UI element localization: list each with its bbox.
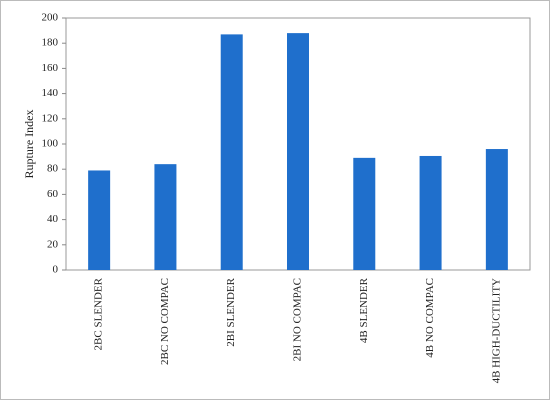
y-tick-label: 100 <box>42 138 59 150</box>
x-tick-label: 2BI SLENDER <box>225 277 237 346</box>
x-tick-label: 4B NO COMPAC <box>424 278 436 358</box>
bar <box>220 34 243 270</box>
y-tick-label: 80 <box>47 163 59 175</box>
x-tick-label: 2BC SLENDER <box>93 277 105 350</box>
y-tick-label: 120 <box>42 112 59 124</box>
bar <box>154 164 177 270</box>
y-tick-label: 60 <box>47 188 59 200</box>
y-tick-label: 200 <box>42 12 59 24</box>
y-tick-label: 160 <box>42 62 59 74</box>
y-tick-label: 20 <box>47 238 59 250</box>
x-tick-label: 4B HIGH-DUCTILITY <box>490 278 502 383</box>
y-tick-label: 40 <box>47 213 59 225</box>
y-tick-label: 180 <box>42 37 59 49</box>
bar <box>419 155 442 270</box>
bar <box>485 149 508 270</box>
x-tick-label: 4B SLENDER <box>358 277 370 343</box>
x-tick-label: 2BI NO COMPAC <box>292 278 304 361</box>
bar <box>287 33 309 271</box>
y-tick-label: 140 <box>42 87 59 99</box>
bar <box>353 157 376 270</box>
x-tick-label: 2BC NO COMPAC <box>159 278 171 365</box>
bar <box>88 170 111 270</box>
y-axis-label: Rupture Index <box>22 110 36 179</box>
y-tick-label: 0 <box>53 264 59 276</box>
